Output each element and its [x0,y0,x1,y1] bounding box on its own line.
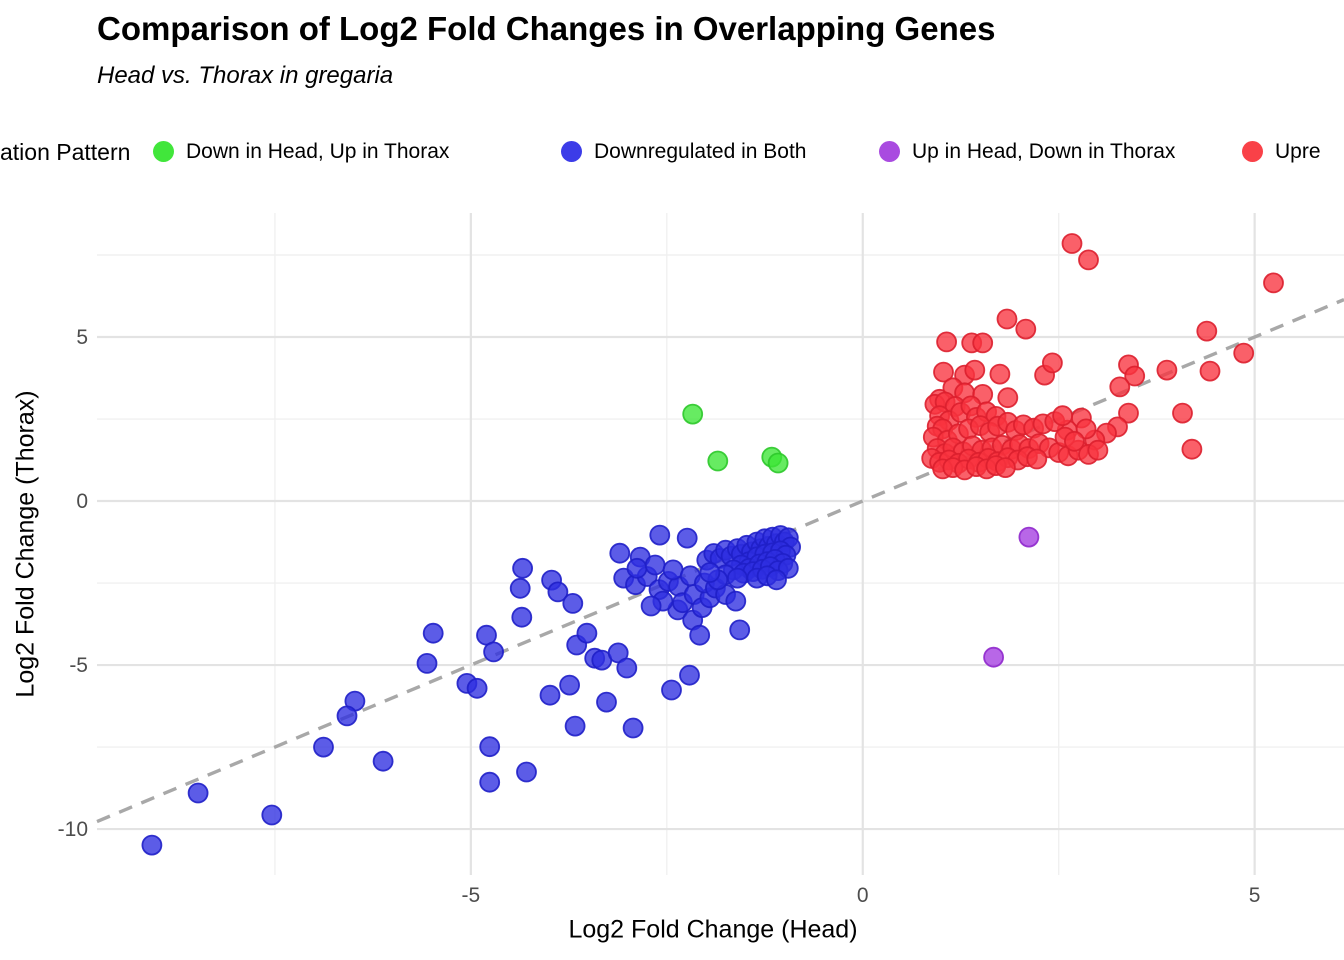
data-point [936,331,957,353]
x-tick-label: 5 [1249,884,1261,907]
data-point [649,524,671,546]
legend-dot [561,141,582,162]
legend-dot [1242,141,1263,162]
data-point [622,717,644,739]
data-point [1172,402,1193,424]
data-point [539,684,561,706]
data-point [682,403,704,425]
legend-label: Downregulated in Both [594,140,807,163]
x-tick-label: 0 [857,884,869,907]
legend-title: ation Pattern [0,139,131,165]
data-point [1026,448,1048,470]
data-point [689,624,711,646]
data-point [187,782,209,804]
legend-label: Up in Head, Down in Thorax [912,140,1176,163]
data-point [729,619,751,641]
y-axis-title: Log2 Fold Change (Thorax) [11,390,40,698]
legend-dot [879,141,900,162]
data-point [609,542,631,564]
data-point [422,622,444,644]
data-point [261,804,283,826]
data-point [1042,352,1063,374]
x-tick-label: -5 [462,884,481,907]
legend-label: Down in Head, Up in Thorax [186,140,450,163]
data-point [1124,365,1146,387]
data-point [576,622,598,644]
data-point [676,527,698,549]
data-point [1078,249,1099,271]
data-point [679,664,700,686]
chart-title: Comparison of Log2 Fold Changes in Overl… [97,10,996,47]
legend: ation Pattern Down in Head, Up in Thorax… [0,130,1344,174]
data-point [564,715,586,737]
data-point [661,679,682,701]
data-point [483,641,505,663]
y-tick-label: -10 [58,818,88,841]
data-point [1233,342,1255,364]
data-point [972,332,994,354]
data-point [1156,359,1178,381]
data-point [699,562,721,583]
data-point [767,452,789,474]
data-point [1052,405,1073,427]
data-point [662,559,684,581]
data-point [1018,526,1040,548]
data-point [995,457,1016,479]
y-tick-label: 5 [76,326,88,349]
data-point [1061,233,1083,254]
data-point [727,567,748,589]
data-point [466,677,488,699]
chart-subtitle: Head vs. Thorax in gregaria [97,62,394,89]
data-point [933,361,954,383]
data-point [509,577,531,599]
data-point [141,834,163,856]
data-point [766,569,787,591]
data-point [1181,438,1203,460]
data-point [626,557,648,579]
data-point [559,674,580,696]
data-point [1109,376,1131,398]
data-point [725,590,747,612]
data-point [1199,360,1221,382]
legend-label: Upre [1275,140,1321,163]
data-point [313,736,334,758]
data-point [516,761,537,783]
data-point [479,736,501,758]
data-point [644,554,666,576]
data-point [1087,439,1109,461]
data-point [1064,430,1085,452]
data-point [1015,318,1037,340]
data-point [416,653,438,674]
y-tick-label: 0 [76,490,88,513]
data-point [983,646,1004,668]
data-point [997,387,1019,409]
data-point [512,557,533,579]
data-point [562,593,584,614]
data-point [511,606,533,628]
data-point [616,657,638,679]
legend-dot [153,141,174,162]
data-point [707,450,729,472]
data-point [640,595,662,617]
y-tick-label: -5 [69,654,88,677]
data-point [336,705,358,727]
data-point [989,363,1011,385]
data-point [996,308,1018,330]
data-point [1263,272,1284,294]
data-point [372,750,394,772]
x-axis-title: Log2 Fold Change (Head) [568,915,858,944]
data-point [479,771,501,793]
data-point [547,581,569,603]
data-point [1118,402,1139,424]
data-point [596,691,617,713]
data-point [1196,320,1218,342]
data-point [964,359,986,381]
